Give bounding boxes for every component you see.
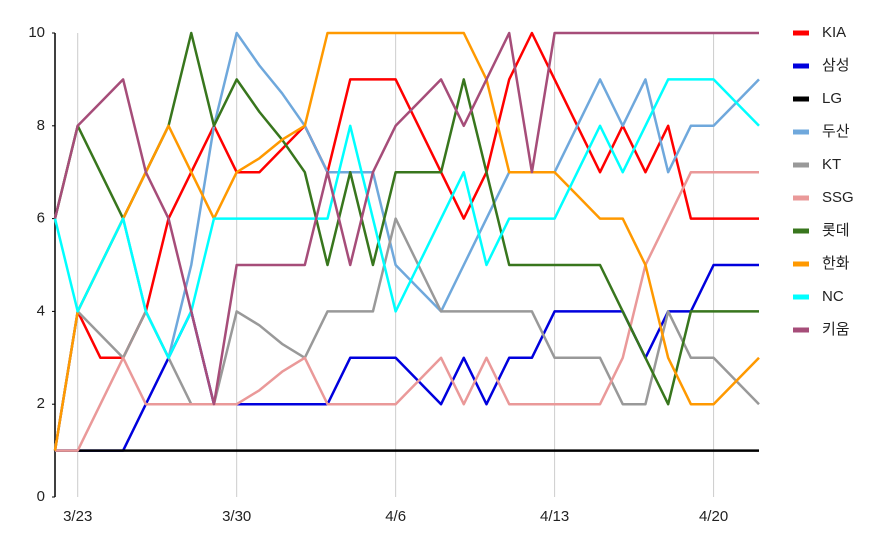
legend-label: 롯데 [822,222,850,239]
series-line [53,31,759,406]
y-tick-label: 0 [37,488,45,505]
legend-swatch [793,162,809,168]
y-tick-label: 2 [37,395,45,412]
legend-swatch [793,30,809,36]
legend-label: NC [822,288,844,305]
series-line [53,31,759,451]
series-line [53,31,760,451]
legend-label: 한화 [822,255,850,272]
y-tick-label: 10 [28,24,45,41]
legend-label: LG [822,90,842,107]
series-line [53,217,760,451]
legend-label: 키움 [822,321,850,338]
y-tick-label: 8 [37,117,45,134]
legend-label: SSG [822,189,854,206]
legend-label: KT [822,156,841,173]
series-line [53,31,760,451]
legend-label: 삼성 [822,57,850,74]
legend-label: KIA [822,24,846,41]
y-tick-label: 4 [37,302,45,319]
legend-swatch [793,195,809,201]
legend-swatch [793,294,809,300]
x-tick-label: 4/20 [699,508,728,525]
series-line [55,170,759,452]
x-tick-label: 3/30 [222,508,251,525]
legend-swatch [793,63,809,69]
legend-swatch [793,261,809,267]
x-tick-label: 3/23 [63,508,92,525]
y-tick-label: 6 [37,210,45,227]
x-tick-label: 4/6 [385,508,406,525]
legend-swatch [793,96,809,102]
series-line [53,78,760,360]
x-tick-label: 4/13 [540,508,569,525]
legend-label: 두산 [822,123,850,140]
legend-swatch [793,327,809,333]
series-line [53,31,759,406]
legend-swatch [793,228,809,234]
legend-swatch [793,129,809,135]
